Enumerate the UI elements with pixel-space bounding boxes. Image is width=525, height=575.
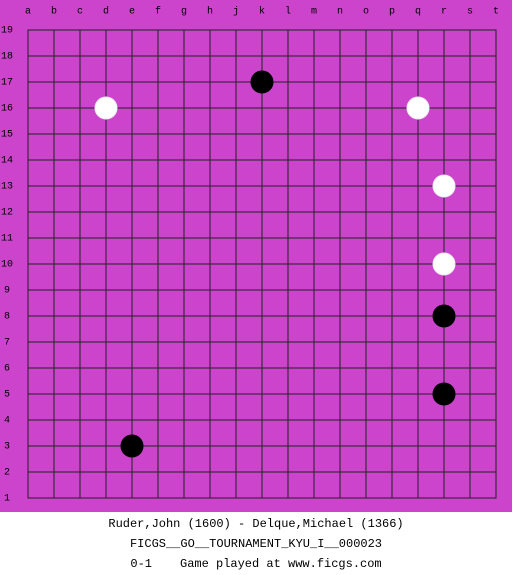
row-label: 17 xyxy=(1,78,13,89)
column-label: k xyxy=(259,6,265,18)
column-label: t xyxy=(493,7,499,18)
column-label: n xyxy=(337,7,343,18)
row-label: 14 xyxy=(1,156,13,167)
note: Game played at www.ficgs.com xyxy=(180,557,382,571)
black-stone xyxy=(432,382,456,406)
column-label: b xyxy=(51,6,57,18)
row-label: 11 xyxy=(1,234,13,245)
row-label: 5 xyxy=(4,390,10,401)
row-label: 6 xyxy=(4,364,10,375)
row-label: 3 xyxy=(4,442,10,453)
black-stone xyxy=(120,434,144,458)
row-label: 4 xyxy=(4,416,10,427)
row-label: 12 xyxy=(1,208,13,219)
white-stone xyxy=(432,174,456,198)
column-label: q xyxy=(415,7,421,18)
row-label: 1 xyxy=(4,494,10,505)
column-label: r xyxy=(441,7,447,18)
column-label: m xyxy=(311,7,317,18)
column-label: l xyxy=(285,6,291,18)
black-stone xyxy=(250,70,274,94)
row-label: 10 xyxy=(1,260,13,271)
column-label: f xyxy=(155,6,161,18)
event: FICGS__GO__TOURNAMENT_KYU_I__000023 xyxy=(130,537,382,551)
white-stone xyxy=(406,96,430,120)
column-label: e xyxy=(129,7,135,18)
row-label: 15 xyxy=(1,130,13,141)
column-label: o xyxy=(363,7,369,18)
row-label: 9 xyxy=(4,286,10,297)
column-label: s xyxy=(467,7,473,18)
row-label: 16 xyxy=(1,104,13,115)
result: 0-1 xyxy=(130,557,152,571)
column-label: a xyxy=(25,7,31,18)
column-label: d xyxy=(103,6,109,18)
row-label: 13 xyxy=(1,182,13,193)
white-stone xyxy=(94,96,118,120)
column-label: j xyxy=(233,6,239,18)
column-label: p xyxy=(389,7,395,18)
row-label: 18 xyxy=(1,52,13,63)
row-label: 2 xyxy=(4,468,10,479)
row-label: 19 xyxy=(1,26,13,37)
black-stone xyxy=(432,304,456,328)
players: Ruder,John (1600) - Delque,Michael (1366… xyxy=(108,517,403,531)
row-label: 8 xyxy=(4,312,10,323)
column-label: c xyxy=(77,7,83,18)
column-label: g xyxy=(181,7,187,18)
row-label: 7 xyxy=(4,338,10,349)
white-stone xyxy=(432,252,456,276)
column-label: h xyxy=(207,6,213,18)
